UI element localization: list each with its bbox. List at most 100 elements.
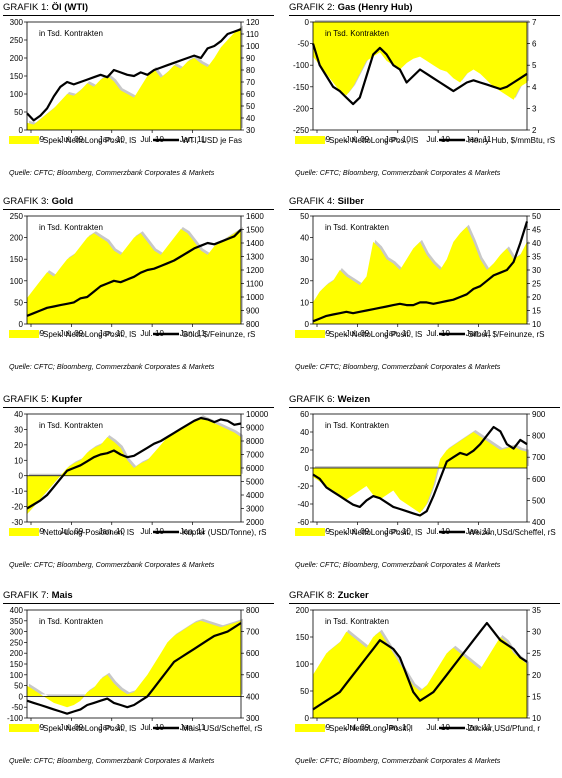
right-tick-label: 6000 [246, 464, 264, 473]
legend-label-area: Spek. NettoLong Posit., lS [329, 330, 422, 339]
series-area [313, 631, 527, 718]
right-tick-label: 40 [246, 114, 255, 123]
x-tick-label: Jul. 10 [140, 527, 164, 536]
chart-source: Quelle: CFTC; Bloomberg, Commerzbank Cor… [9, 756, 215, 765]
left-tick-label: 0 [305, 18, 310, 27]
chart-title: GRAFIK 3: Gold [3, 196, 73, 207]
legend-label-line: Kupfer (USD/Tonne), rS [182, 528, 266, 537]
right-tick-label: 10 [532, 714, 541, 723]
legend-label-area: Spek. NettoLong Posit., lS [43, 330, 136, 339]
x-tick-label: Jan. 10 [99, 329, 126, 338]
left-tick-label: -20 [11, 503, 23, 512]
x-tick-label: Jan. 11 [180, 527, 206, 536]
left-tick-label: 20 [14, 441, 23, 450]
chart-title-prefix: GRAFIK 7: [3, 590, 49, 601]
chart-title-prefix: GRAFIK 1: [3, 2, 49, 13]
chart-panel-7: GRAFIK 7: Mais -100 -50 0 50 100 150 200 250 300 3… [3, 590, 274, 778]
right-tick-label: 600 [532, 475, 546, 484]
legend-swatch-area [295, 330, 325, 338]
x-tick-label: Jan. 10 [385, 723, 412, 732]
right-tick-label: 2000 [246, 518, 264, 527]
legend-swatch-area [9, 528, 39, 536]
left-tick-label: 50 [14, 108, 23, 117]
right-tick-label: 1200 [246, 266, 264, 275]
x-tick-label: Jan. 10 [385, 527, 412, 536]
right-tick-label: 15 [532, 307, 541, 316]
x-tick-label: Jan. 11 [180, 329, 206, 338]
right-tick-label: 700 [246, 628, 260, 637]
series-line [312, 221, 529, 323]
left-tick-label: 300 [10, 18, 24, 27]
chart-title-text: Kupfer [51, 394, 83, 405]
left-tick-label: 0 [19, 320, 24, 329]
left-tick-label: 150 [10, 660, 24, 669]
left-tick-label: -40 [297, 500, 309, 509]
left-tick-label: -60 [297, 518, 309, 527]
x-tick-label: Jul. 10 [140, 723, 164, 732]
right-tick-label: 100 [246, 42, 260, 51]
chart-svg: 01020304050101520253035404550Jan. 09Jul.… [295, 212, 544, 339]
right-tick-label: 5 [532, 61, 537, 70]
left-tick-label: 50 [300, 212, 309, 221]
chart-title: GRAFIK 8: Zucker [289, 590, 369, 601]
right-tick-label: 1400 [246, 239, 264, 248]
chart-title-prefix: GRAFIK 6: [289, 394, 335, 405]
left-tick-label: 250 [10, 36, 24, 45]
chart-title-text: Zucker [337, 590, 369, 601]
left-tick-label: 40 [300, 234, 309, 243]
left-tick-label: 60 [300, 410, 309, 419]
title-divider [3, 209, 274, 210]
chart-svg: 0 50 100 150 200 250 300 30 40 50 60 70 80 90 100 110 12… [9, 18, 260, 145]
right-tick-label: 5000 [246, 478, 264, 487]
chart-title-prefix: GRAFIK 5: [3, 394, 49, 405]
left-tick-label: -50 [297, 40, 309, 49]
right-tick-label: 500 [532, 496, 546, 505]
title-divider [289, 15, 560, 16]
chart-panel-3: GRAFIK 3: Gold 0 50 100 150 200 250 800 900 1000 1… [3, 196, 274, 384]
legend-label-line: Zucker,USd/Pfund, r [468, 724, 540, 733]
x-tick-label: Jan. 11 [466, 723, 492, 732]
right-tick-label: 50 [246, 102, 255, 111]
right-tick-label: 1100 [246, 280, 264, 289]
left-tick-label: 150 [296, 633, 310, 642]
left-tick-label: 50 [300, 687, 309, 696]
right-tick-label: 700 [532, 453, 546, 462]
x-tick-label: Jan. 11 [180, 135, 206, 144]
right-tick-label: 60 [246, 90, 255, 99]
title-divider [289, 407, 560, 408]
title-divider [289, 209, 560, 210]
right-tick-label: 1000 [246, 293, 264, 302]
legend-label-line: Silber, $/Feinunze, rS [468, 330, 544, 339]
legend-swatch-area [9, 330, 39, 338]
legend-label-line: Mais, USd/Scheffel, rS [182, 724, 262, 733]
x-tick-label: Jul. 10 [140, 329, 164, 338]
left-tick-label: 40 [300, 428, 309, 437]
x-tick-label: Jul. 10 [426, 527, 450, 536]
right-tick-label: 45 [532, 226, 541, 235]
left-tick-label: 0 [305, 464, 310, 473]
right-tick-label: 4000 [246, 491, 264, 500]
chart-svg: 0 50 100 150 200 250 800 900 1000 1100 1200 1300 140… [9, 212, 264, 339]
chart-title: GRAFIK 1: Öl (WTI) [3, 2, 88, 13]
right-tick-label: 20 [532, 293, 541, 302]
x-tick-label: Jul. 10 [426, 135, 450, 144]
legend-label-area: Spek. NettoLong Posit., lS [43, 724, 136, 733]
legend-label-area: Spek. NettoLong Posit., lS [329, 528, 422, 537]
left-tick-label: -100 [293, 61, 310, 70]
right-tick-label: 10000 [246, 410, 269, 419]
chart-source: Quelle: CFTC; Bloomberg, Commerzbank Cor… [295, 756, 501, 765]
chart-title-text: Öl (WTI) [51, 2, 88, 13]
legend-swatch-area [9, 724, 39, 732]
left-tick-label: 10 [14, 456, 23, 465]
right-tick-label: 800 [246, 606, 260, 615]
right-tick-label: 3000 [246, 505, 264, 514]
x-tick-label: Jul. 10 [426, 329, 450, 338]
left-tick-label: -10 [11, 487, 23, 496]
chart-panel-1: GRAFIK 1: Öl (WTI) 0 50 100 150 200 250 300 30 40… [3, 2, 274, 190]
left-tick-label: 20 [300, 277, 309, 286]
legend-label-area: Netto-Long-Positionen, lS [43, 528, 134, 537]
left-tick-label: 150 [10, 72, 24, 81]
x-tick-label: Jan. 10 [385, 135, 412, 144]
right-tick-label: 600 [246, 649, 260, 658]
right-tick-label: 90 [246, 54, 255, 63]
